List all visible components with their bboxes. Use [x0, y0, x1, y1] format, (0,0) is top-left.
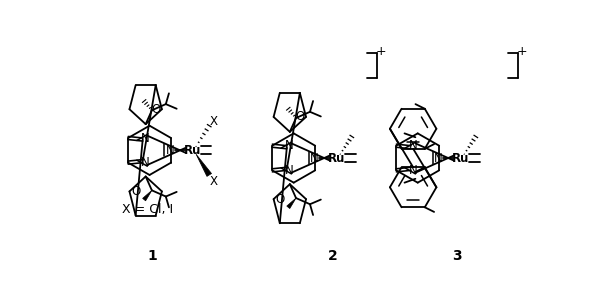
- Text: N: N: [285, 164, 293, 177]
- Text: Ru: Ru: [452, 152, 469, 165]
- Text: +: +: [376, 45, 387, 58]
- Text: 3: 3: [452, 249, 461, 263]
- Text: N: N: [434, 152, 443, 165]
- Text: N: N: [310, 152, 319, 165]
- Polygon shape: [143, 190, 152, 201]
- Text: N: N: [409, 139, 418, 152]
- Text: O: O: [295, 110, 305, 123]
- Text: +: +: [517, 45, 528, 58]
- Text: N: N: [409, 164, 418, 177]
- Text: X: X: [210, 115, 218, 128]
- Text: 2: 2: [328, 249, 337, 263]
- Polygon shape: [196, 154, 211, 176]
- Text: O: O: [151, 103, 160, 116]
- Text: Ru: Ru: [183, 144, 201, 157]
- Text: X: X: [210, 175, 218, 188]
- Text: 1: 1: [147, 249, 156, 263]
- Text: Ru: Ru: [328, 152, 345, 165]
- Text: N: N: [285, 139, 293, 152]
- Text: X = Cl, I: X = Cl, I: [123, 203, 174, 216]
- Text: N: N: [140, 132, 149, 145]
- Polygon shape: [287, 198, 296, 208]
- Text: N: N: [166, 144, 175, 157]
- Text: O: O: [131, 185, 140, 198]
- Text: N: N: [140, 156, 149, 169]
- Text: O: O: [275, 193, 284, 206]
